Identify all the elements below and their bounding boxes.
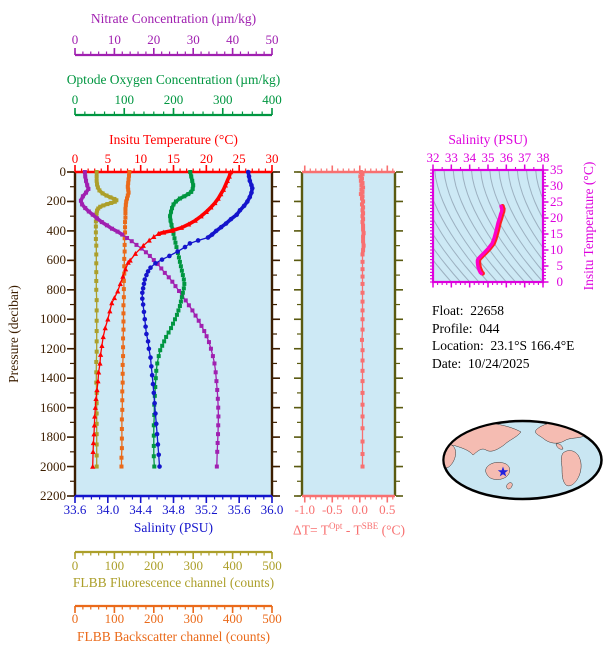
salinity-tick-label: 35.2 [194,502,218,517]
float-info-block: Float: 22658 Profile: 044 Location: 23.1… [432,302,574,372]
pressure-tick-label: 800 [46,281,67,297]
ts-salinity-tick-label: 34 [463,150,477,165]
ts-salinity-tick-label: 33 [444,150,458,165]
temperature-tick-label: 10 [134,151,148,166]
location-line: Location: 23.1°S 166.4°E [432,337,574,355]
ts-temperature-tick-label: 5 [556,258,564,273]
pressure-tick-label: 200 [46,193,67,209]
ts-temperature-tick-label: 15 [550,226,563,241]
ts-temperature-tick-label: 30 [550,178,563,193]
temperature-tick-label: 0 [71,151,79,166]
oxygen-tick-label: 0 [71,92,79,107]
location-value: 23.1°S 166.4°E [490,338,575,353]
location-label: Location: [432,338,484,353]
fluorescence-tick-label: 200 [144,558,164,573]
fluorescence-tick-label: 300 [183,558,203,573]
oxygen-tick-label: 100 [114,92,135,107]
oxygen-tick-label: 400 [262,92,282,107]
nitrate-tick-label: 0 [71,32,79,47]
temperature-tick-label: 5 [104,151,112,166]
nitrate-axis-title: Nitrate Concentration (µm/kg) [90,11,257,26]
oxygen-tick-label: 300 [213,92,233,107]
temperature-tick-label: 30 [265,151,279,166]
fluorescence-tick-label: 500 [262,558,282,573]
temperature-tick-label: 20 [199,151,213,166]
pressure-tick-label: 400 [46,222,67,238]
fluorescence-tick-label: 100 [104,558,125,573]
ts-temperature-tick-label: 10 [550,242,563,257]
ts-temperature-tick-label: 35 [550,162,563,177]
float-position-star [497,466,509,477]
float-value: 22658 [470,303,505,318]
salinity-tick-label: 33.6 [63,502,87,517]
ts-temperature-tick-label: 20 [550,210,563,225]
formula-part: - T [342,522,362,538]
date-label: Date: [432,355,462,371]
ts-salinity-tick-label: 35 [481,150,495,165]
temperature-tick-label: 15 [167,151,180,166]
backscatter-tick-label: 400 [222,611,243,626]
backscatter-tick-label: 200 [144,611,164,626]
backscatter-tick-label: 500 [262,611,282,626]
delta-t-tick-label: 0.5 [379,502,396,517]
nitrate-tick-label: 30 [186,32,200,47]
ts-salinity-tick-label: 37 [518,150,532,165]
delta-t-tick-label: 0.0 [351,502,368,517]
temperature-axis-title: Insitu Temperature (°C) [109,132,238,147]
fluorescence-tick-label: 0 [71,558,79,573]
pressure-tick-label: 1800 [40,429,66,445]
pressure-tick-label: 1400 [40,370,66,386]
fluorescence-tick-label: 400 [222,558,243,573]
salinity-tick-label: 34.8 [162,502,185,517]
formula-sup-sbe: SBE [361,521,379,531]
pressure-axis-title: Pressure (decibar) [6,285,21,383]
nitrate-tick-label: 10 [107,32,121,47]
salinity-tick-label: 36.0 [260,502,284,517]
formula-part: ΔT= T [293,522,329,538]
oxygen-axis-title: Optode Oxygen Concentration (µm/kg) [66,72,281,87]
salinity-tick-label: 35.6 [227,502,251,517]
temperature-tick-label: 25 [232,151,246,166]
backscatter-tick-label: 0 [71,611,79,626]
nitrate-tick-label: 20 [147,32,161,47]
float-label: Float: [432,303,464,318]
ts-temperature-axis-title: Insitu Temperature (°C) [581,161,596,291]
fluorescence-axis-title: FLBB Fluorescence channel (counts) [72,575,275,590]
profile-value: 044 [479,320,500,336]
delta-t-tick-label: -0.5 [321,502,343,517]
ts-temperature-tick-label: 25 [550,194,563,209]
salinity-axis-title: Salinity (PSU) [133,520,214,535]
profile-line: Profile: 044 [432,320,574,338]
ts-salinity-axis-title: Salinity (PSU) [448,132,528,147]
ts-salinity-tick-label: 32 [426,150,440,165]
pressure-tick-label: 2000 [40,458,66,474]
backscatter-axis-title: FLBB Backscatter channel (counts) [76,629,271,644]
pressure-tick-label: 2200 [40,488,66,503]
backscatter-tick-label: 100 [104,611,125,626]
nitrate-tick-label: 40 [226,32,240,47]
profile-label: Profile: [432,320,473,336]
pressure-tick-label: 1600 [40,399,66,415]
salinity-tick-label: 34.0 [96,502,120,517]
date-line: Date: 10/24/2025 [432,355,574,373]
delta-t-axis-title: ΔT= TOpt - TSBE (°C) [279,521,419,539]
ts-salinity-tick-label: 38 [536,150,550,165]
nitrate-tick-label: 50 [265,32,279,47]
date-value: 10/24/2025 [468,355,530,371]
pressure-tick-label: 1000 [40,311,66,327]
backscatter-tick-label: 300 [183,611,203,626]
formula-part: (°C) [378,522,405,538]
pressure-tick-label: 1200 [40,340,66,356]
ts-salinity-tick-label: 36 [499,150,513,165]
delta-t-tick-label: -1.0 [294,502,316,517]
salinity-tick-label: 34.4 [129,502,153,517]
oxygen-tick-label: 200 [163,92,184,107]
pressure-tick-label: 600 [46,252,67,268]
ts-temperature-tick-label: 0 [556,274,564,289]
formula-sup-opt: Opt [328,521,343,531]
pressure-tick-label: 0 [59,164,67,179]
float-id-line: Float: 22658 [432,302,574,320]
